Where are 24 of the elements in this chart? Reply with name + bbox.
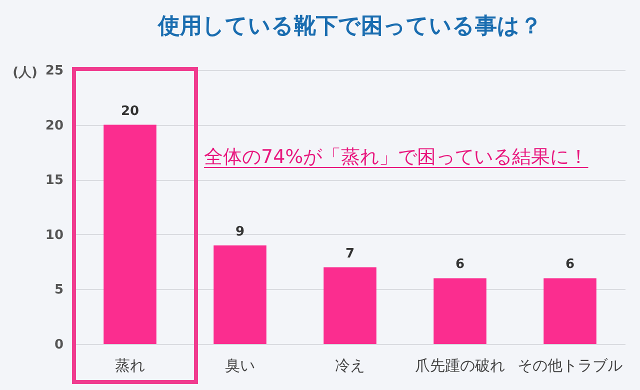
data-label: 9 <box>235 224 245 240</box>
y-tick-label: 20 <box>45 118 64 134</box>
y-tick-label: 25 <box>45 64 64 78</box>
data-label: 6 <box>565 257 575 272</box>
x-tick-label: 臭い <box>225 356 255 374</box>
x-tick-label: 冷え <box>335 356 365 374</box>
x-tick-label: 蒸れ <box>115 356 145 374</box>
chart-title: 使用している靴下で困っている事は？ <box>157 14 542 39</box>
x-tick-label: その他トラブル <box>518 356 622 374</box>
bar <box>104 124 156 344</box>
y-tick-label: 0 <box>54 338 64 352</box>
x-tick-label: 爪先踵の破れ <box>415 356 505 374</box>
data-label: 7 <box>345 246 355 262</box>
y-tick-label: 10 <box>45 228 64 243</box>
y-axis-title: (人) <box>12 66 38 80</box>
annotation: 全体の74%が「蒸れ」で困っている結果に！ <box>204 145 588 170</box>
bar <box>324 267 376 344</box>
data-label: 20 <box>120 104 140 119</box>
data-label: 6 <box>455 257 465 272</box>
bar <box>434 278 486 344</box>
y-tick-label: 15 <box>45 173 64 188</box>
y-tick-label: 5 <box>54 282 64 298</box>
bar <box>544 278 596 344</box>
bar <box>214 245 266 344</box>
